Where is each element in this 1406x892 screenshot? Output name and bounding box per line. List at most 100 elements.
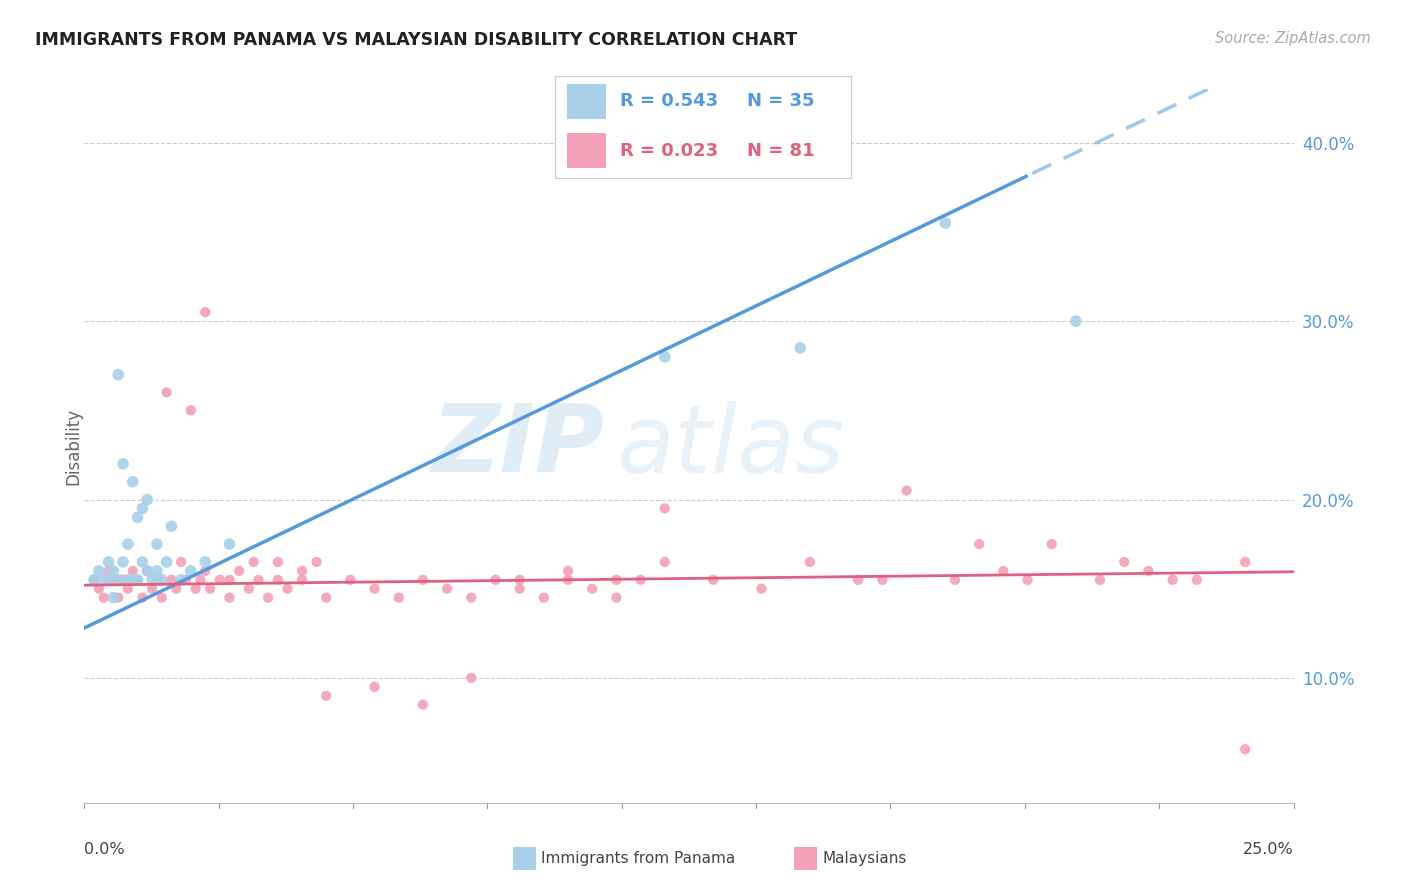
Point xyxy=(93,573,115,587)
Point xyxy=(170,573,193,587)
Point xyxy=(1064,314,1087,328)
Point xyxy=(605,573,627,587)
Text: ZIP: ZIP xyxy=(432,400,605,492)
Point xyxy=(247,573,270,587)
Point xyxy=(180,403,202,417)
Point xyxy=(141,582,163,596)
Point xyxy=(872,573,894,587)
Point xyxy=(702,573,724,587)
Text: R = 0.023: R = 0.023 xyxy=(620,142,718,160)
Point xyxy=(654,555,676,569)
Point xyxy=(934,216,956,230)
Point xyxy=(242,555,264,569)
Text: R = 0.543: R = 0.543 xyxy=(620,93,718,111)
Point xyxy=(630,573,652,587)
Text: 25.0%: 25.0% xyxy=(1243,842,1294,857)
Point xyxy=(267,573,290,587)
Point xyxy=(117,582,139,596)
Point xyxy=(117,537,139,551)
Point xyxy=(276,582,298,596)
Point xyxy=(194,555,217,569)
Point xyxy=(160,519,183,533)
Point xyxy=(107,368,129,382)
Point xyxy=(291,564,314,578)
Point xyxy=(87,582,110,596)
Point xyxy=(146,573,169,587)
Point xyxy=(136,492,159,507)
Point xyxy=(436,582,458,596)
Point xyxy=(97,564,120,578)
Point xyxy=(121,573,143,587)
Point xyxy=(228,564,250,578)
Point xyxy=(363,582,385,596)
Point xyxy=(943,573,966,587)
Point xyxy=(1234,742,1257,756)
Point xyxy=(291,573,314,587)
Point xyxy=(97,555,120,569)
Text: N = 81: N = 81 xyxy=(748,142,815,160)
Point xyxy=(751,582,773,596)
Point xyxy=(315,689,337,703)
Point xyxy=(112,457,135,471)
Point xyxy=(127,573,149,587)
Point xyxy=(180,564,202,578)
Point xyxy=(267,555,290,569)
FancyBboxPatch shape xyxy=(567,133,606,168)
Point xyxy=(150,573,173,587)
Text: IMMIGRANTS FROM PANAMA VS MALAYSIAN DISABILITY CORRELATION CHART: IMMIGRANTS FROM PANAMA VS MALAYSIAN DISA… xyxy=(35,31,797,49)
Point xyxy=(654,350,676,364)
Point xyxy=(117,573,139,587)
Point xyxy=(150,591,173,605)
Point xyxy=(388,591,411,605)
Point xyxy=(654,501,676,516)
Point xyxy=(146,537,169,551)
Text: Immigrants from Panama: Immigrants from Panama xyxy=(541,852,735,866)
Point xyxy=(846,573,869,587)
Point xyxy=(112,573,135,587)
Point xyxy=(174,573,197,587)
Point xyxy=(141,573,163,587)
Point xyxy=(412,698,434,712)
Point xyxy=(127,573,149,587)
Point xyxy=(112,555,135,569)
Point xyxy=(363,680,385,694)
Point xyxy=(1040,537,1063,551)
Text: Source: ZipAtlas.com: Source: ZipAtlas.com xyxy=(1215,31,1371,46)
Point xyxy=(97,573,120,587)
Point xyxy=(194,564,217,578)
Point xyxy=(509,582,531,596)
Point xyxy=(1185,573,1208,587)
Point xyxy=(107,591,129,605)
Point xyxy=(605,591,627,605)
Text: 0.0%: 0.0% xyxy=(84,842,125,857)
Point xyxy=(305,555,328,569)
Point xyxy=(208,573,231,587)
Point xyxy=(460,591,482,605)
Point xyxy=(83,573,105,587)
FancyBboxPatch shape xyxy=(567,84,606,119)
Point xyxy=(190,573,212,587)
Point xyxy=(789,341,811,355)
Point xyxy=(136,564,159,578)
Point xyxy=(1017,573,1039,587)
Point xyxy=(83,573,105,587)
Point xyxy=(1234,555,1257,569)
Point xyxy=(412,573,434,587)
Text: Malaysians: Malaysians xyxy=(823,852,907,866)
Point xyxy=(993,564,1015,578)
Point xyxy=(581,582,603,596)
Point xyxy=(194,305,217,319)
Point xyxy=(131,591,153,605)
Point xyxy=(170,555,193,569)
Point xyxy=(339,573,361,587)
Point xyxy=(136,564,159,578)
Point xyxy=(155,555,177,569)
Y-axis label: Disability: Disability xyxy=(65,408,82,484)
Point xyxy=(315,591,337,605)
Point xyxy=(1114,555,1136,569)
Point xyxy=(121,475,143,489)
Point xyxy=(103,564,125,578)
Point xyxy=(131,501,153,516)
Point xyxy=(967,537,990,551)
Point xyxy=(533,591,555,605)
